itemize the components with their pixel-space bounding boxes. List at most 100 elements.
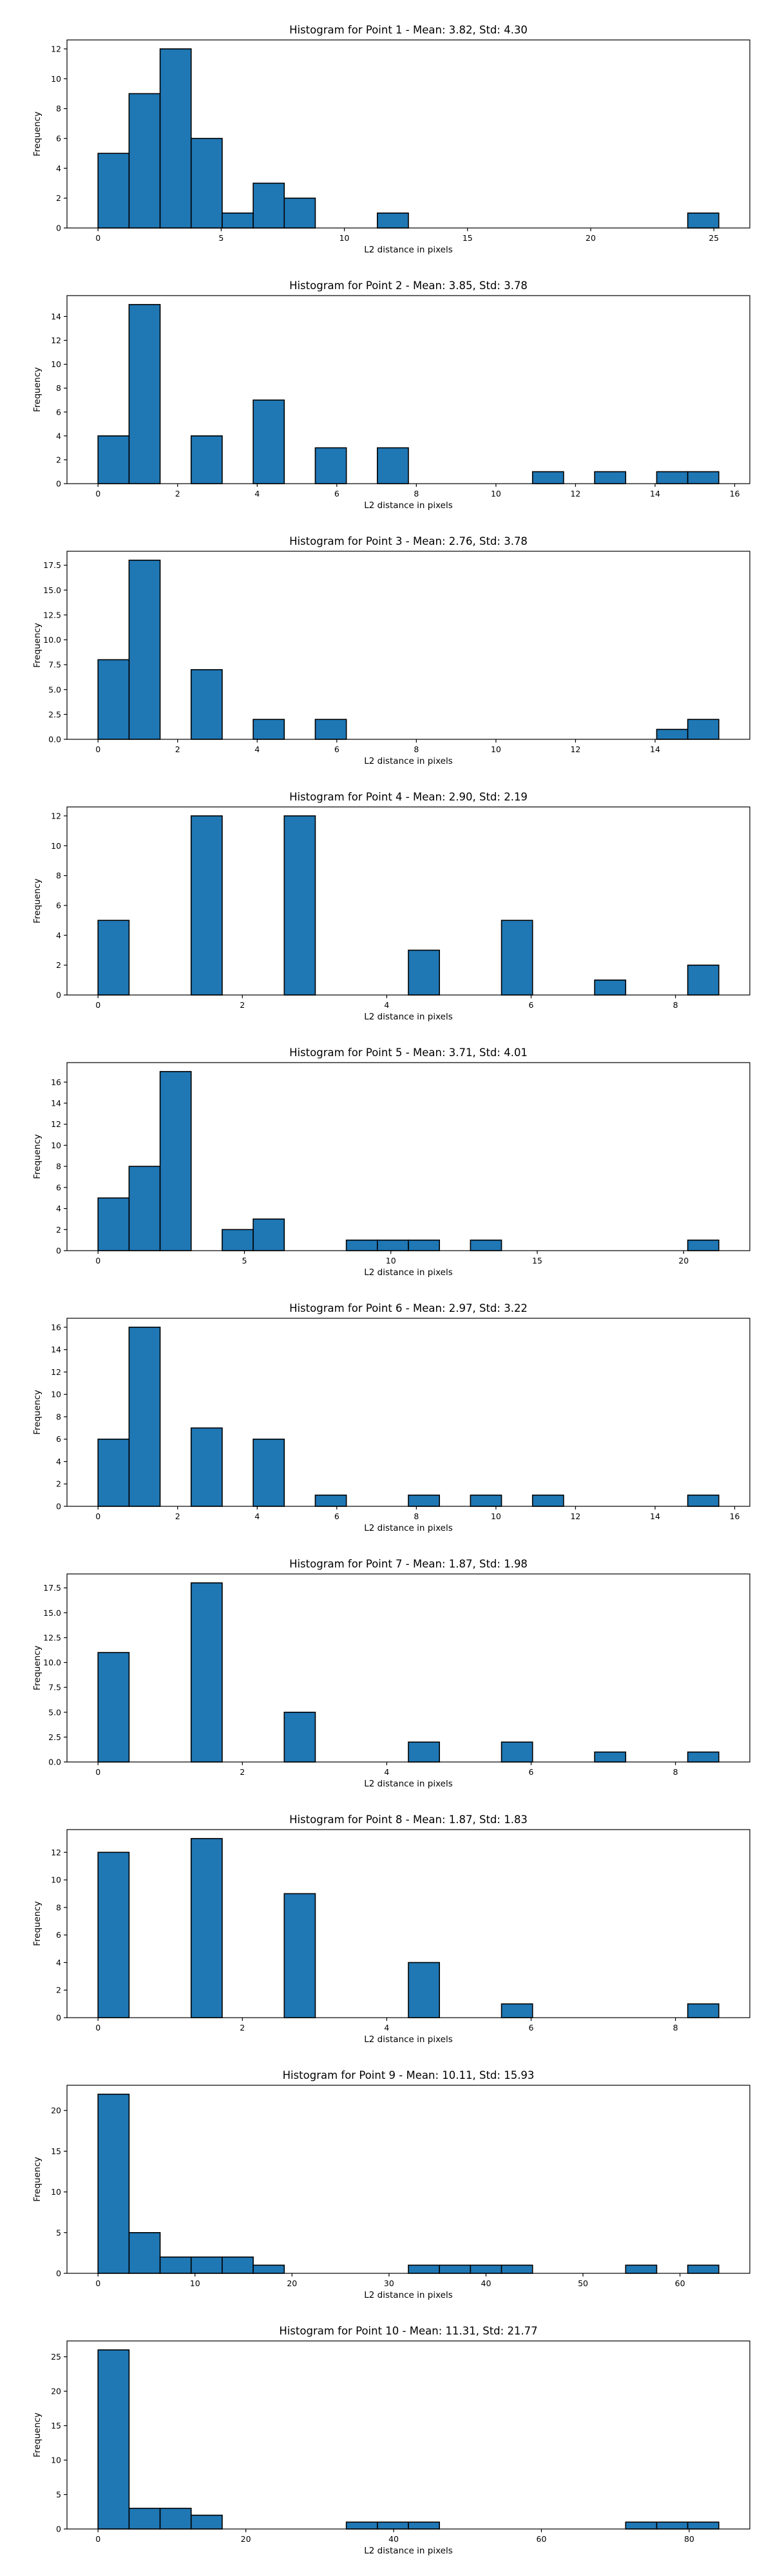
y-tick-label: 0 [56,2013,61,2023]
histogram-bar [408,1239,440,1251]
y-tick-label: 0 [56,1502,61,1511]
y-tick-label: 2 [56,1479,61,1489]
histogram-bar [222,2256,254,2274]
chart-2: Histogram for Point 2 - Mean: 3.85, Std:… [32,279,750,511]
x-axis-label: L2 distance in pixels [364,1779,452,1789]
y-tick-label: 8 [56,871,61,880]
histogram-bar [159,2256,192,2274]
histogram-bar [190,669,223,740]
x-tick-label: 10 [190,2278,200,2288]
histogram-bar [314,1494,347,1507]
plot-frame [66,1829,750,2018]
y-tick-label: 8 [56,383,61,393]
x-tick-label: 0 [95,1000,100,1010]
x-tick-label: 4 [254,744,260,754]
x-tick-label: 2 [175,489,180,498]
histogram-bar [97,435,130,484]
x-tick-label: 15 [463,233,473,243]
y-tick-label: 0 [56,1246,61,1256]
x-tick-label: 8 [673,1000,678,1010]
y-tick-label: 2 [56,455,61,464]
histogram-bar [687,2264,720,2274]
histogram-bar [190,1582,223,1763]
histogram-bar [222,1229,254,1251]
histogram-bar [190,138,223,229]
y-axis-label: Frequency [32,623,43,668]
y-tick-label: 0.0 [48,735,61,744]
y-tick-label: 12 [51,811,61,820]
x-tick-label: 2 [240,2023,245,2032]
x-tick-label: 4 [254,489,260,498]
histogram-bar [687,2521,720,2530]
chart-9: Histogram for Point 9 - Mean: 10.11, Std… [32,2069,750,2300]
x-axis-label: L2 distance in pixels [364,2546,452,2556]
histogram-bar [656,471,689,484]
chart-title: Histogram for Point 2 - Mean: 3.85, Std:… [289,279,528,292]
x-tick-label: 2 [175,744,180,754]
histogram-bar [128,304,161,484]
y-tick-label: 16 [51,1077,61,1087]
chart-title: Histogram for Point 3 - Mean: 2.76, Std:… [289,535,528,547]
histogram-bar [97,1438,130,1507]
histogram-bar [190,815,223,996]
histogram-bar [408,1494,440,1507]
histogram-bar [687,719,720,740]
histogram-bar [408,2264,440,2274]
histogram-bar [345,1239,378,1251]
y-axis-label: Frequency [32,1645,43,1690]
histogram-bar [283,815,316,996]
y-tick-label: 4 [56,1204,61,1213]
histogram-bar [687,2003,720,2018]
histogram-bar [97,1652,130,1763]
chart-title: Histogram for Point 6 - Mean: 2.97, Std:… [289,1302,528,1314]
chart-7: Histogram for Point 7 - Mean: 1.87, Std:… [32,1558,750,1789]
x-tick-label: 0 [95,1511,100,1521]
x-axis-label: L2 distance in pixels [364,756,452,766]
chart-10: Histogram for Point 10 - Mean: 11.31, St… [32,2325,750,2556]
plot-frame [66,551,750,740]
x-tick-label: 0 [95,2534,100,2544]
histogram-bar [501,2264,533,2274]
chart-title: Histogram for Point 5 - Mean: 3.71, Std:… [289,1046,528,1059]
y-tick-label: 6 [56,1182,61,1192]
y-tick-label: 15.0 [43,585,61,595]
histogram-bar [408,1962,440,2018]
y-axis-label: Frequency [32,2412,43,2458]
x-tick-label: 0 [95,744,100,754]
x-axis-label: L2 distance in pixels [364,1523,452,1533]
y-tick-label: 6 [56,1930,61,1940]
histogram-bar [501,2003,533,2018]
x-tick-label: 40 [481,2278,491,2288]
y-axis-label: Frequency [32,878,43,923]
x-axis-label: L2 distance in pixels [364,245,452,255]
y-tick-label: 10.0 [43,1658,61,1667]
chart-3: Histogram for Point 3 - Mean: 2.76, Std:… [32,535,750,766]
y-axis-label: Frequency [32,2157,43,2202]
histogram-bar [253,719,285,740]
histogram-bar [97,2349,130,2530]
histogram-bar [345,2521,378,2530]
x-tick-label: 5 [218,233,224,243]
histogram-bar [594,980,627,996]
x-tick-label: 20 [241,2534,251,2544]
x-axis-label: L2 distance in pixels [364,500,452,511]
histogram-bar [687,471,720,484]
y-tick-label: 4 [56,1457,61,1466]
x-tick-label: 15 [532,1256,542,1265]
histogram-bar [159,48,192,229]
y-tick-label: 12.5 [43,1633,61,1642]
y-tick-label: 14 [51,1098,61,1108]
y-axis-label: Frequency [32,1134,43,1179]
y-tick-label: 7.5 [48,660,61,670]
x-axis-label: L2 distance in pixels [364,2290,452,2300]
chart-5: Histogram for Point 5 - Mean: 3.71, Std:… [32,1046,750,1278]
y-tick-label: 0.0 [48,1757,61,1767]
y-tick-label: 4 [56,431,61,440]
histogram-bar [656,728,689,740]
y-tick-label: 16 [51,1322,61,1332]
y-tick-label: 8 [56,1902,61,1912]
histogram-bar [128,93,161,229]
x-axis-label: L2 distance in pixels [364,1012,452,1022]
x-tick-label: 40 [388,2534,399,2544]
